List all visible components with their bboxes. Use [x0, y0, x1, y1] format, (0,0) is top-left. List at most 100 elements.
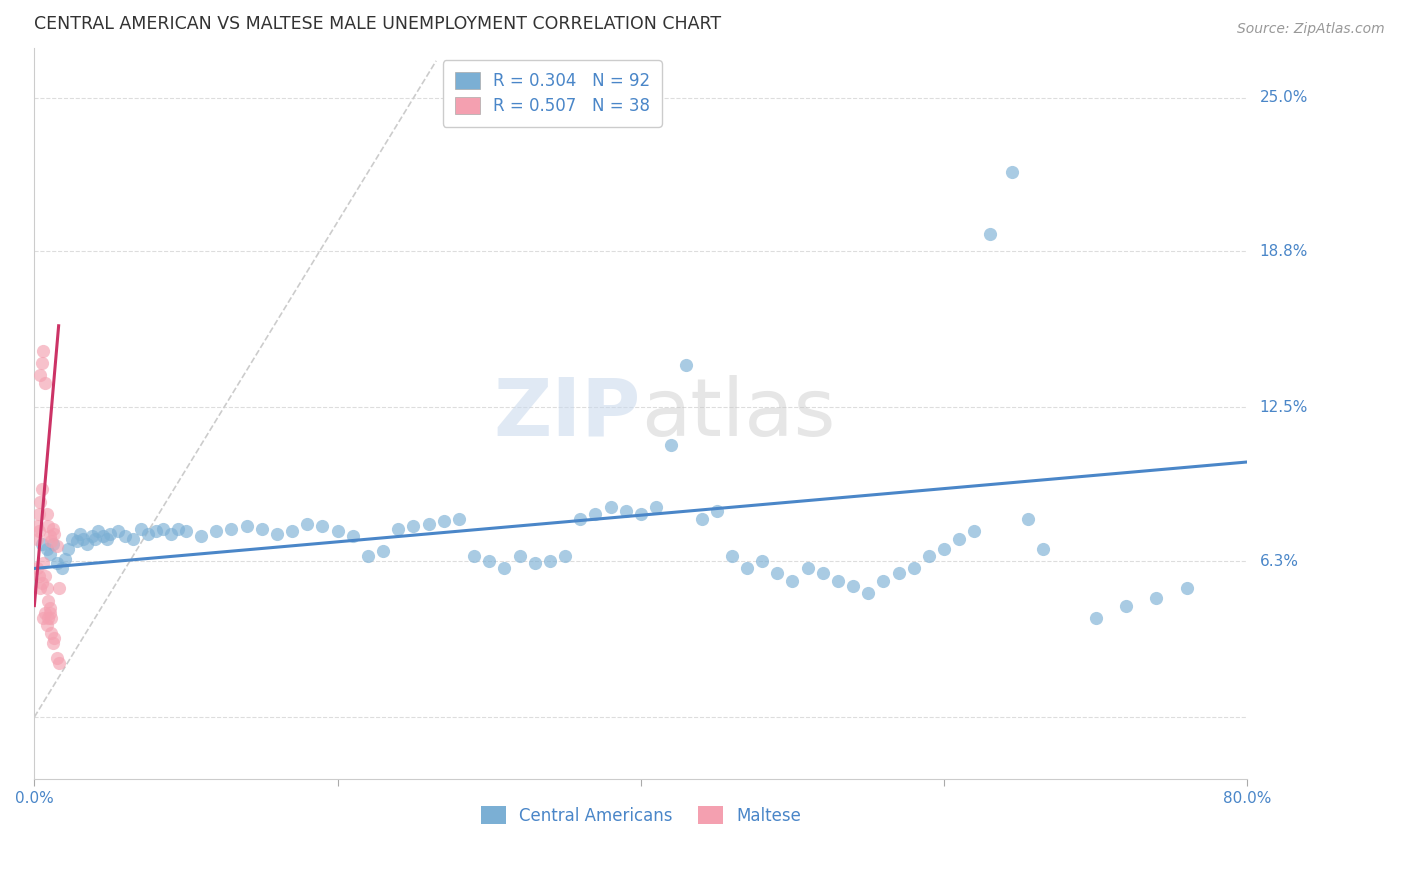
- Point: [858, 586, 880, 600]
- Point: [250, 522, 273, 536]
- Legend: Central Americans, Maltese: Central Americans, Maltese: [470, 795, 813, 837]
- Point: [538, 554, 561, 568]
- Point: [342, 529, 364, 543]
- Point: [1175, 581, 1198, 595]
- Point: [152, 522, 174, 536]
- Point: [145, 524, 167, 539]
- Point: [31, 576, 53, 591]
- Point: [46, 650, 69, 665]
- Point: [948, 532, 970, 546]
- Point: [66, 534, 89, 549]
- Point: [27, 532, 49, 546]
- Point: [659, 437, 682, 451]
- Point: [84, 532, 107, 546]
- Point: [297, 516, 319, 531]
- Point: [39, 611, 62, 625]
- Point: [51, 561, 73, 575]
- Point: [690, 512, 713, 526]
- Point: [41, 537, 63, 551]
- Point: [42, 526, 65, 541]
- Point: [48, 581, 70, 595]
- Point: [569, 512, 592, 526]
- Text: 12.5%: 12.5%: [1260, 400, 1308, 415]
- Point: [53, 551, 76, 566]
- Point: [114, 529, 136, 543]
- Point: [35, 507, 58, 521]
- Point: [30, 581, 52, 595]
- Point: [76, 537, 98, 551]
- Point: [796, 561, 818, 575]
- Point: [463, 549, 485, 563]
- Point: [80, 529, 103, 543]
- Point: [735, 561, 758, 575]
- Point: [979, 227, 1001, 242]
- Point: [402, 519, 425, 533]
- Point: [34, 376, 56, 390]
- Point: [96, 532, 118, 546]
- Point: [27, 519, 49, 533]
- Point: [811, 566, 834, 581]
- Point: [599, 500, 621, 514]
- Point: [28, 524, 51, 539]
- Point: [31, 537, 53, 551]
- Point: [31, 356, 53, 370]
- Point: [60, 532, 83, 546]
- Point: [34, 606, 56, 620]
- Point: [918, 549, 941, 563]
- Point: [190, 529, 212, 543]
- Point: [706, 504, 728, 518]
- Point: [167, 522, 190, 536]
- Point: [554, 549, 576, 563]
- Point: [37, 593, 59, 607]
- Text: 25.0%: 25.0%: [1260, 90, 1308, 105]
- Point: [30, 494, 52, 508]
- Point: [87, 524, 110, 539]
- Point: [523, 557, 546, 571]
- Point: [38, 529, 60, 543]
- Point: [1017, 512, 1039, 526]
- Point: [48, 656, 70, 670]
- Point: [630, 507, 652, 521]
- Point: [766, 566, 789, 581]
- Point: [32, 557, 55, 571]
- Point: [31, 482, 53, 496]
- Point: [509, 549, 531, 563]
- Point: [887, 566, 910, 581]
- Point: [614, 504, 637, 518]
- Point: [357, 549, 380, 563]
- Point: [326, 524, 349, 539]
- Point: [782, 574, 804, 588]
- Point: [1032, 541, 1054, 556]
- Point: [221, 522, 243, 536]
- Point: [37, 519, 59, 533]
- Point: [107, 524, 129, 539]
- Point: [494, 561, 516, 575]
- Point: [69, 526, 91, 541]
- Point: [583, 507, 606, 521]
- Point: [28, 507, 51, 521]
- Text: ZIP: ZIP: [494, 375, 641, 452]
- Point: [675, 359, 697, 373]
- Point: [42, 631, 65, 645]
- Point: [46, 539, 69, 553]
- Point: [174, 524, 197, 539]
- Point: [38, 601, 60, 615]
- Point: [205, 524, 228, 539]
- Point: [963, 524, 986, 539]
- Point: [41, 522, 63, 536]
- Point: [34, 569, 56, 583]
- Point: [371, 544, 394, 558]
- Point: [903, 561, 925, 575]
- Point: [35, 618, 58, 632]
- Point: [38, 606, 60, 620]
- Point: [28, 569, 51, 583]
- Point: [72, 532, 94, 546]
- Point: [27, 561, 49, 575]
- Point: [122, 532, 145, 546]
- Point: [281, 524, 304, 539]
- Point: [41, 636, 63, 650]
- Point: [387, 522, 409, 536]
- Point: [1115, 599, 1137, 613]
- Text: atlas: atlas: [641, 375, 835, 452]
- Point: [266, 526, 288, 541]
